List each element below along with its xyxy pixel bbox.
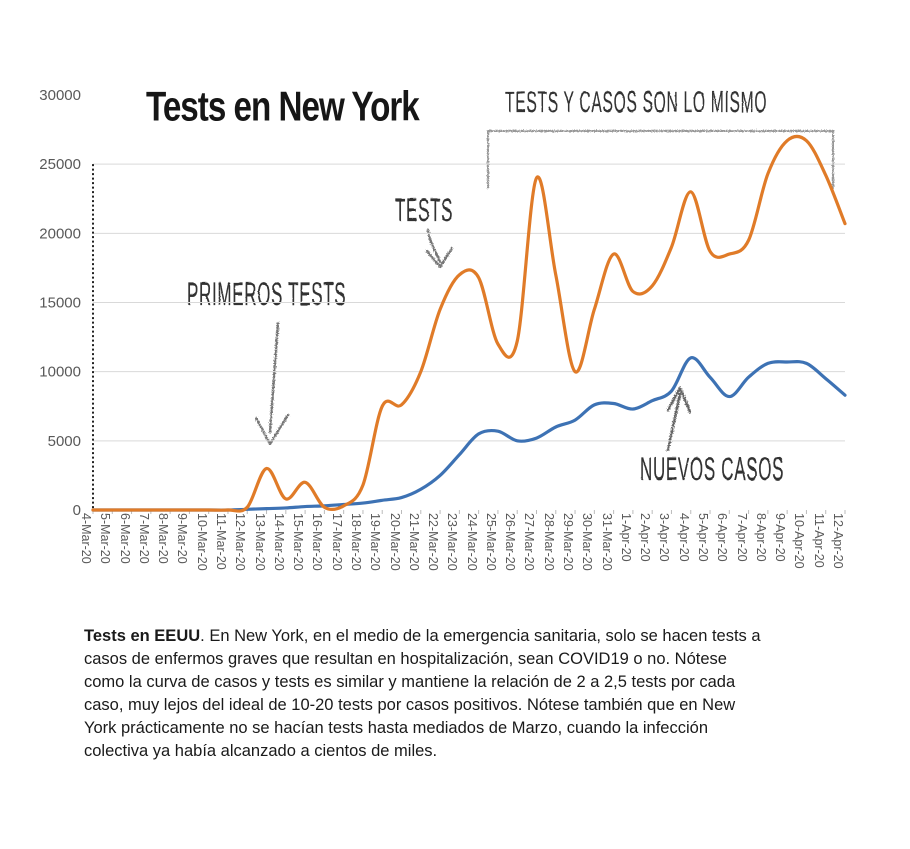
svg-text:25000: 25000 <box>39 156 81 173</box>
svg-text:20000: 20000 <box>39 225 81 242</box>
svg-text:10000: 10000 <box>39 364 81 381</box>
svg-text:5000: 5000 <box>48 433 81 450</box>
svg-text:15000: 15000 <box>39 295 81 312</box>
svg-text:30000: 30000 <box>39 87 81 104</box>
